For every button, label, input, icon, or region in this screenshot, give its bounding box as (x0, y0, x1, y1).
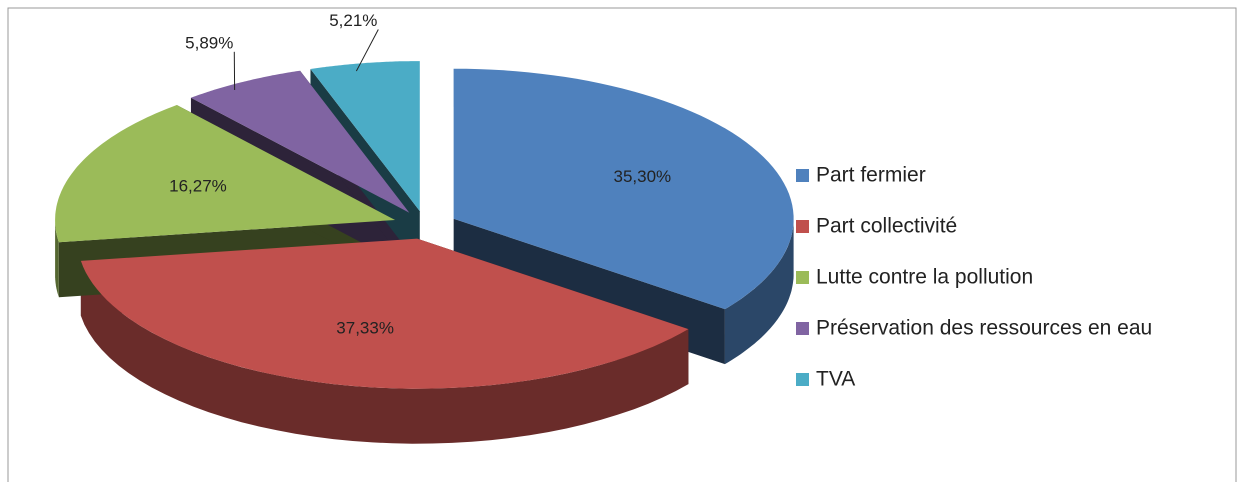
legend-swatch (796, 169, 809, 182)
slice-wall (724, 218, 794, 365)
legend-label: TVA (816, 368, 855, 391)
slice (80, 238, 689, 389)
legend-label: Préservation des ressources en eau (816, 317, 1152, 340)
slice-wall (55, 220, 59, 298)
legend-label: Part collectivité (816, 215, 957, 238)
legend-swatch (796, 271, 809, 284)
legend-label: Lutte contre la pollution (816, 266, 1033, 289)
data-label: 37,33% (336, 318, 394, 337)
leader-line (355, 29, 379, 72)
data-label: 16,27% (169, 177, 227, 196)
legend-label: Part fermier (816, 164, 926, 187)
data-label: 5,89% (185, 33, 233, 52)
legend-swatch (796, 322, 809, 335)
slice (310, 61, 420, 212)
slice (453, 68, 794, 310)
data-label: 35,30% (614, 167, 672, 186)
slice (190, 70, 410, 213)
legend-swatch (796, 220, 809, 233)
legend-swatch (796, 373, 809, 386)
chart-frame (7, 7, 1237, 482)
slice (55, 105, 396, 243)
data-label: 5,21% (329, 11, 377, 30)
slice-wall (80, 260, 689, 444)
